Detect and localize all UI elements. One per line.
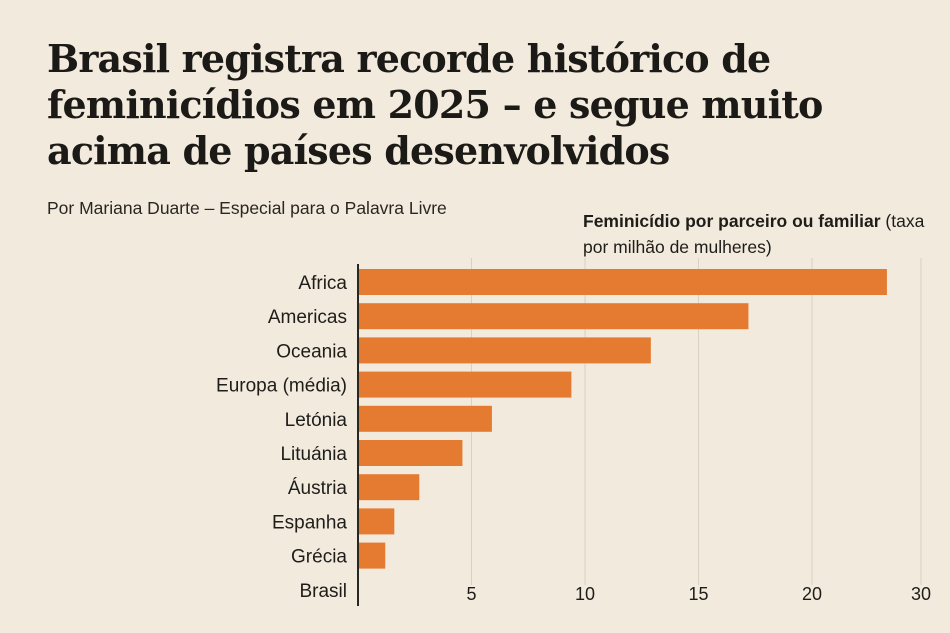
chart-title-unit: (taxa por milhão de mulheres) [583, 211, 925, 257]
x-tick-label: 20 [802, 584, 822, 604]
bar [358, 508, 395, 535]
bar [358, 405, 492, 432]
x-tick-label: 5 [466, 584, 476, 604]
category-label: Lituánia [280, 444, 347, 465]
chart-title: Feminicídio por parceiro ou familiar (ta… [583, 208, 950, 260]
bar [358, 371, 572, 398]
bar [358, 303, 749, 330]
chart-title-bold: Feminicídio por parceiro ou familiar [583, 211, 881, 231]
category-label: Americas [268, 307, 347, 328]
x-tick-label: 10 [575, 584, 595, 604]
bar [358, 269, 887, 295]
category-label: Grécia [291, 547, 347, 568]
headline: Brasil registra recorde histórico de fem… [47, 36, 823, 173]
bar [358, 542, 386, 569]
category-label: Oceania [276, 341, 347, 362]
category-label: Letónia [285, 410, 348, 431]
x-tick-label: 15 [688, 584, 708, 604]
category-label: Africa [298, 273, 347, 294]
byline: Por Mariana Duarte – Especial para o Pal… [47, 198, 447, 218]
bar [358, 440, 463, 466]
category-label: Brasil [299, 581, 347, 602]
category-label: Europa (média) [216, 376, 347, 397]
x-tick-label: 30 [911, 584, 931, 604]
bar [358, 337, 651, 364]
bar [358, 474, 420, 501]
category-label: Áustria [288, 478, 348, 499]
category-label: Espanha [272, 512, 347, 533]
